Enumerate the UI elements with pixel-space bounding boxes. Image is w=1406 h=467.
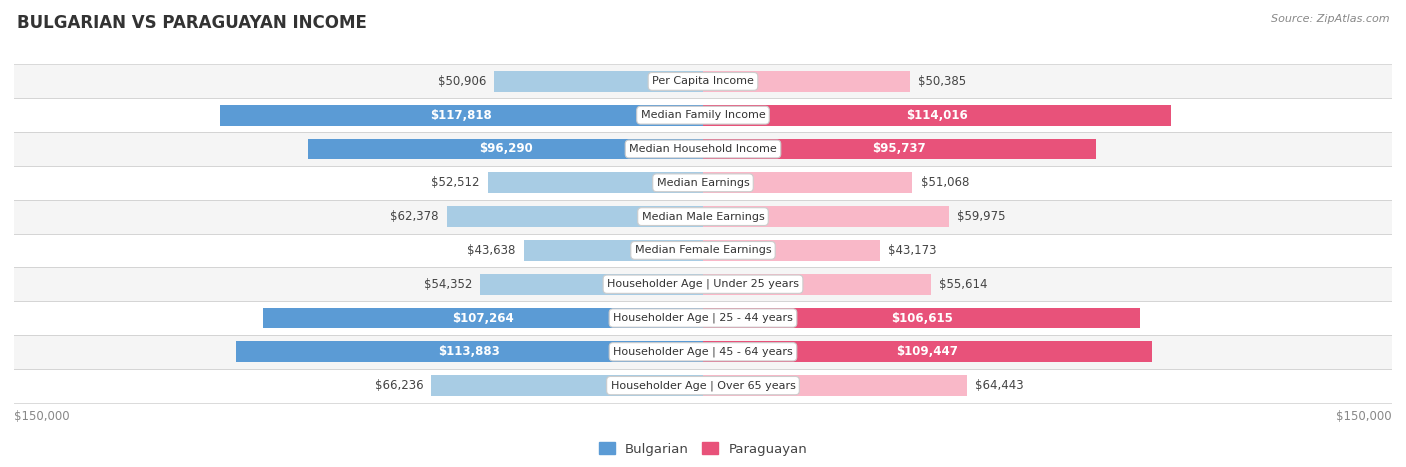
Bar [488,172,703,193]
Bar [703,71,910,92]
Bar [432,375,703,396]
Text: Median Earnings: Median Earnings [657,178,749,188]
Text: $107,264: $107,264 [453,311,515,325]
Text: $50,906: $50,906 [437,75,486,88]
Bar [0,301,1406,335]
Bar [495,71,703,92]
Text: $43,638: $43,638 [467,244,516,257]
Bar [0,369,1406,403]
Bar [0,267,1406,301]
Text: $150,000: $150,000 [1336,410,1392,423]
Text: Source: ZipAtlas.com: Source: ZipAtlas.com [1271,14,1389,24]
Bar [0,166,1406,200]
Bar [0,200,1406,234]
Bar [447,206,703,227]
Bar [0,132,1406,166]
Text: Per Capita Income: Per Capita Income [652,77,754,86]
Legend: Bulgarian, Paraguayan: Bulgarian, Paraguayan [593,437,813,461]
Text: $66,236: $66,236 [374,379,423,392]
Text: $52,512: $52,512 [432,177,479,189]
Text: Householder Age | 25 - 44 years: Householder Age | 25 - 44 years [613,313,793,323]
Bar [703,206,949,227]
Text: Median Family Income: Median Family Income [641,110,765,120]
Bar [0,98,1406,132]
Bar [0,64,1406,98]
Text: $96,290: $96,290 [478,142,533,156]
Text: $95,737: $95,737 [873,142,927,156]
Bar [0,234,1406,267]
Bar [703,308,1140,328]
Text: $51,068: $51,068 [921,177,969,189]
Bar [703,139,1095,159]
Text: $43,173: $43,173 [889,244,936,257]
Bar [0,335,1406,369]
Text: $117,818: $117,818 [430,109,492,122]
Text: $54,352: $54,352 [423,278,472,290]
Text: BULGARIAN VS PARAGUAYAN INCOME: BULGARIAN VS PARAGUAYAN INCOME [17,14,367,32]
Text: $109,447: $109,447 [897,345,959,358]
Text: $55,614: $55,614 [939,278,988,290]
Bar [308,139,703,159]
Bar [263,308,703,328]
Text: $113,883: $113,883 [439,345,501,358]
Text: Median Male Earnings: Median Male Earnings [641,212,765,222]
Bar [219,105,703,126]
Text: $50,385: $50,385 [918,75,966,88]
Text: Median Household Income: Median Household Income [628,144,778,154]
Bar [236,341,703,362]
Bar [479,274,703,295]
Text: $62,378: $62,378 [391,210,439,223]
Bar [703,341,1152,362]
Text: $114,016: $114,016 [905,109,967,122]
Bar [703,105,1171,126]
Bar [703,274,931,295]
Text: Householder Age | Over 65 years: Householder Age | Over 65 years [610,380,796,391]
Text: $64,443: $64,443 [976,379,1024,392]
Bar [703,375,967,396]
Bar [703,240,880,261]
Text: $150,000: $150,000 [14,410,70,423]
Text: $59,975: $59,975 [957,210,1005,223]
Bar [703,172,912,193]
Text: Median Female Earnings: Median Female Earnings [634,245,772,255]
Text: Householder Age | Under 25 years: Householder Age | Under 25 years [607,279,799,290]
Text: $106,615: $106,615 [890,311,952,325]
Bar [524,240,703,261]
Text: Householder Age | 45 - 64 years: Householder Age | 45 - 64 years [613,347,793,357]
